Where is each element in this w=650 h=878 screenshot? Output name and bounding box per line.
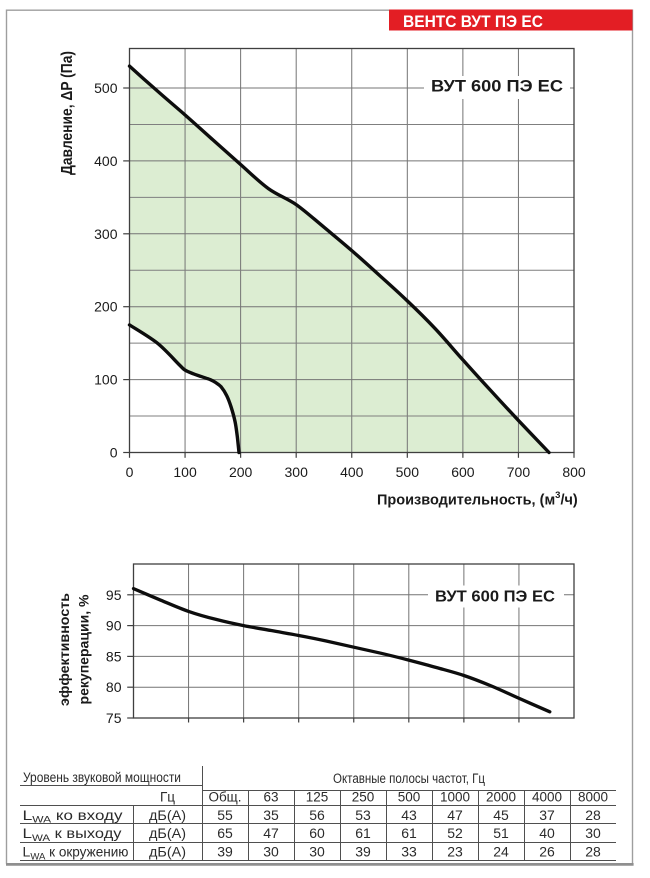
- svg-text:65: 65: [217, 825, 233, 841]
- svg-text:ВЕНТС ВУТ ПЭ ЕС: ВЕНТС ВУТ ПЭ ЕС: [403, 12, 543, 31]
- svg-text:61: 61: [355, 825, 371, 841]
- svg-text:дБ(А): дБ(А): [149, 826, 186, 841]
- svg-text:Уровень звуковой мощности: Уровень звуковой мощности: [23, 770, 181, 785]
- svg-text:100: 100: [173, 464, 197, 480]
- svg-text:40: 40: [539, 825, 555, 841]
- svg-text:рекуперации, %: рекуперации, %: [76, 594, 92, 705]
- svg-text:300: 300: [94, 226, 118, 242]
- svg-text:500: 500: [398, 790, 421, 805]
- svg-text:400: 400: [340, 464, 364, 480]
- svg-text:56: 56: [309, 807, 325, 823]
- svg-text:55: 55: [217, 807, 233, 823]
- svg-text:30: 30: [263, 844, 279, 860]
- svg-text:39: 39: [355, 844, 371, 860]
- svg-text:47: 47: [447, 807, 463, 823]
- svg-text:43: 43: [401, 807, 417, 823]
- svg-text:61: 61: [401, 825, 417, 841]
- svg-text:0: 0: [110, 445, 118, 461]
- svg-text:600: 600: [451, 464, 475, 480]
- svg-text:35: 35: [263, 807, 279, 823]
- svg-text:51: 51: [493, 825, 509, 841]
- svg-text:80: 80: [106, 679, 122, 695]
- svg-text:500: 500: [94, 80, 118, 96]
- svg-text:ВУТ 600 ПЭ ЕС: ВУТ 600 ПЭ ЕС: [431, 77, 563, 96]
- svg-text:30: 30: [585, 825, 601, 841]
- svg-text:2000: 2000: [486, 790, 516, 805]
- svg-text:85: 85: [106, 648, 122, 664]
- svg-text:Общ.: Общ.: [208, 790, 241, 805]
- svg-text:Давление, ΔP (Па): Давление, ΔP (Па): [59, 51, 76, 175]
- svg-text:23: 23: [447, 844, 463, 860]
- svg-text:60: 60: [309, 825, 325, 841]
- svg-text:28: 28: [585, 844, 601, 860]
- svg-text:100: 100: [94, 372, 118, 388]
- svg-text:63: 63: [263, 790, 278, 805]
- svg-text:дБ(А): дБ(А): [149, 808, 186, 823]
- svg-text:ВУТ 600 ПЭ ЕС: ВУТ 600 ПЭ ЕС: [435, 589, 555, 606]
- svg-text:47: 47: [263, 825, 279, 841]
- svg-text:Октавные полосы частот, Гц: Октавные полосы частот, Гц: [333, 771, 485, 786]
- svg-text:700: 700: [507, 464, 531, 480]
- svg-text:500: 500: [396, 464, 420, 480]
- svg-text:4000: 4000: [532, 790, 562, 805]
- svg-text:26: 26: [539, 844, 555, 860]
- svg-text:800: 800: [562, 464, 586, 480]
- svg-text:300: 300: [285, 464, 309, 480]
- svg-text:эффективность: эффективность: [56, 593, 72, 706]
- svg-text:28: 28: [585, 807, 601, 823]
- svg-text:37: 37: [539, 807, 555, 823]
- svg-text:33: 33: [401, 844, 417, 860]
- svg-text:30: 30: [309, 844, 325, 860]
- svg-text:200: 200: [94, 299, 118, 315]
- svg-text:250: 250: [352, 790, 375, 805]
- svg-text:Гц: Гц: [160, 790, 175, 805]
- svg-text:8000: 8000: [578, 790, 608, 805]
- svg-text:95: 95: [106, 587, 122, 603]
- svg-text:52: 52: [447, 825, 463, 841]
- svg-text:53: 53: [355, 807, 371, 823]
- svg-text:75: 75: [106, 710, 122, 726]
- svg-text:0: 0: [126, 464, 134, 480]
- svg-text:24: 24: [493, 844, 509, 860]
- svg-text:125: 125: [306, 790, 329, 805]
- svg-text:200: 200: [229, 464, 253, 480]
- svg-text:Производительность, (м3/ч): Производительность, (м3/ч): [377, 490, 578, 508]
- svg-text:1000: 1000: [440, 790, 470, 805]
- svg-text:90: 90: [106, 618, 122, 634]
- svg-text:45: 45: [493, 807, 509, 823]
- svg-text:39: 39: [217, 844, 233, 860]
- svg-text:LWA к окружению: LWA к окружению: [23, 844, 129, 863]
- svg-text:дБ(А): дБ(А): [149, 845, 186, 860]
- svg-text:400: 400: [94, 153, 118, 169]
